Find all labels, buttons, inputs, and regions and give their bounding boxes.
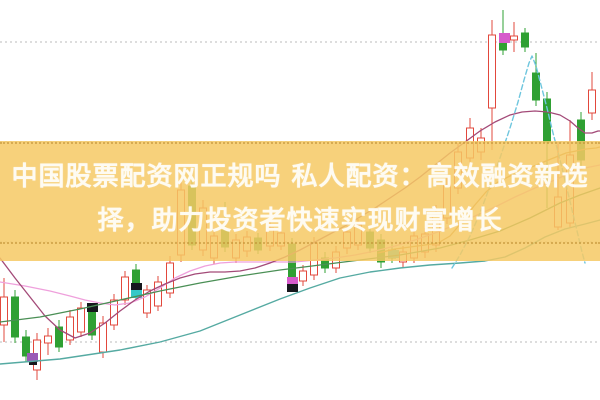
candle-down [22,336,30,357]
candle-up [488,34,496,109]
candle-up [0,296,8,326]
banner-text-line1: 中国股票配资网正规吗 私人配资：高效融资新选 [11,162,589,192]
candle-up [588,89,596,114]
candle-down [521,32,529,48]
candle-up [143,289,151,314]
signal-marker [287,277,298,284]
candle-down [543,98,551,143]
signal-marker [131,283,142,291]
candle-up [154,281,162,307]
banner-gridline [0,242,600,244]
candle-up [121,276,129,301]
promo-banner: 中国股票配资网正规吗 私人配资：高效融资新选 择，助力投资者快速实现财富增长 [0,141,600,261]
candle-up [99,322,107,353]
banner-gridline [0,142,600,144]
candle-up [166,262,174,294]
candle-down [11,296,19,338]
candle-up [299,270,307,282]
candle-down [55,326,63,348]
banner-text-line2: 择，助力投资者快速实现财富增长 [97,206,503,236]
signal-marker [499,33,510,43]
candle-up [110,299,118,326]
candle-up [77,307,85,333]
signal-marker [27,353,38,362]
candle-down [532,72,540,101]
signal-marker [287,284,298,292]
candle-up [510,35,518,41]
signal-marker [131,290,142,298]
signal-marker [29,361,37,365]
signal-marker [87,303,98,312]
candle-up [66,316,74,341]
candle-up [44,335,52,344]
